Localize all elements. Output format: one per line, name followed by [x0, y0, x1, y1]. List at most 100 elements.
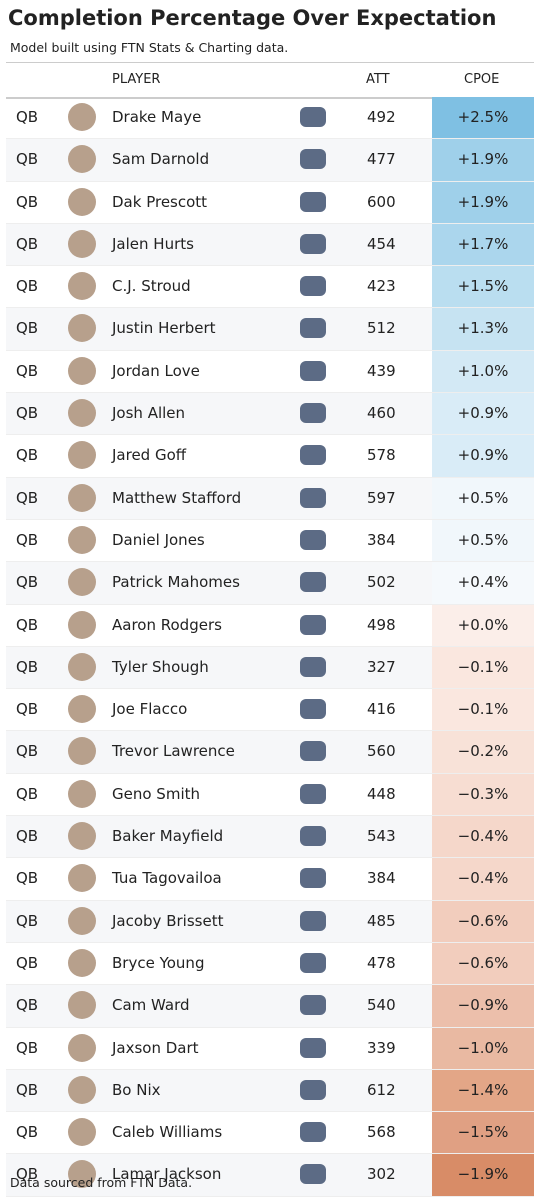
- team-logo: [300, 360, 326, 381]
- cpoe: −1.4%: [432, 1069, 534, 1112]
- table-row: QB Patrick Mahomes 502 +0.4%: [6, 562, 534, 605]
- team-logo: [300, 529, 326, 550]
- team-logo: [300, 318, 326, 339]
- attempts: 498: [367, 615, 396, 634]
- attempts: 327: [367, 657, 396, 676]
- team-logo: [300, 233, 326, 254]
- cpoe: +1.9%: [432, 139, 534, 181]
- headshot: [68, 737, 96, 766]
- position: QB: [16, 911, 39, 930]
- cpoe: −1.0%: [432, 1027, 534, 1069]
- headshot: [68, 314, 96, 343]
- headshot: [68, 1033, 96, 1062]
- team-logo: [300, 403, 326, 424]
- table-row: QB Matthew Stafford 597 +0.5%: [6, 477, 534, 520]
- column-header: ATT: [366, 72, 390, 87]
- position: QB: [16, 869, 39, 888]
- position: QB: [16, 827, 39, 846]
- cpoe: −0.6%: [432, 942, 534, 985]
- headshot: [68, 145, 96, 174]
- position: QB: [16, 742, 39, 761]
- headshot: [68, 441, 96, 470]
- player-name: Lamar Jackson: [112, 1165, 222, 1184]
- table-header: PLAYER ATT CPOE: [6, 62, 534, 99]
- attempts: 477: [367, 150, 396, 169]
- team-logo: [300, 1037, 326, 1058]
- team-logo: [300, 149, 326, 170]
- player-name: Bo Nix: [112, 1080, 161, 1099]
- title: Completion Percentage Over Expectation: [8, 6, 497, 30]
- position: QB: [16, 1165, 39, 1184]
- player-name: Tua Tagovailoa: [112, 869, 222, 888]
- headshot: [68, 864, 96, 893]
- attempts: 512: [367, 319, 396, 338]
- team-logo: [300, 699, 326, 720]
- cpoe: −0.2%: [432, 731, 534, 773]
- headshot: [68, 399, 96, 428]
- team-logo: [300, 1122, 326, 1143]
- headshot: [68, 483, 96, 512]
- team-logo: [300, 868, 326, 889]
- position: QB: [16, 361, 39, 380]
- subtitle: Model built using FTN Stats & Charting d…: [10, 40, 289, 55]
- team-logo: [300, 107, 326, 127]
- team-logo: [300, 1164, 326, 1185]
- cpoe: +2.5%: [432, 97, 534, 139]
- position: QB: [16, 657, 39, 676]
- team-logo: [300, 572, 326, 593]
- team-logo: [300, 783, 326, 804]
- player-name: Sam Darnold: [112, 150, 210, 169]
- position: QB: [16, 319, 39, 338]
- headshot: [68, 187, 96, 216]
- attempts: 485: [367, 911, 396, 930]
- cpoe: +1.3%: [432, 308, 534, 350]
- table-row: QB Daniel Jones 384 +0.5%: [6, 519, 534, 563]
- cpoe: −1.9%: [432, 1154, 534, 1196]
- attempts: 423: [367, 277, 396, 296]
- player-name: Caleb Williams: [112, 1123, 223, 1142]
- team-logo: [300, 826, 326, 847]
- table-row: QB Joe Flacco 416 −0.1%: [6, 689, 534, 732]
- team-logo: [300, 656, 326, 677]
- team-logo: [300, 614, 326, 635]
- team-logo: [300, 1079, 326, 1100]
- player-name: Daniel Jones: [112, 530, 205, 549]
- cpoe: +1.0%: [432, 350, 534, 393]
- attempts: 478: [367, 953, 396, 972]
- position: QB: [16, 953, 39, 972]
- player-name: Jared Goff: [112, 446, 187, 465]
- headshot: [68, 1160, 96, 1189]
- position: QB: [16, 1038, 39, 1057]
- player-name: Trevor Lawrence: [112, 742, 235, 761]
- attempts: 492: [367, 108, 396, 126]
- cpoe: −0.3%: [432, 773, 534, 816]
- cpoe: −0.1%: [432, 646, 534, 689]
- table-row: QB Drake Maye 492 +2.5%: [6, 97, 534, 140]
- table-row: QB Cam Ward 540 −0.9%: [6, 985, 534, 1028]
- position: QB: [16, 615, 39, 634]
- headshot: [68, 695, 96, 724]
- headshot: [68, 525, 96, 554]
- team-logo: [300, 910, 326, 931]
- table-body: QB Drake Maye 492 +2.5% QB Sam Darnold 477 +1.9…: [6, 97, 534, 1197]
- attempts: 540: [367, 996, 396, 1015]
- team-logo: [300, 191, 326, 212]
- table-row: QB Aaron Rodgers 498 +0.0%: [6, 604, 534, 647]
- position: QB: [16, 404, 39, 423]
- table-row: QB Justin Herbert 512 +1.3%: [6, 308, 534, 351]
- player-name: Baker Mayfield: [112, 827, 224, 846]
- player-name: Jordan Love: [112, 361, 200, 380]
- table-row: QB Tyler Shough 327 −0.1%: [6, 646, 534, 690]
- player-name: Bryce Young: [112, 953, 205, 972]
- position: QB: [16, 1123, 39, 1142]
- player-name: Patrick Mahomes: [112, 573, 240, 592]
- headshot: [68, 610, 96, 639]
- player-name: Tyler Shough: [112, 657, 209, 676]
- table-row: QB Jacoby Brissett 485 −0.6%: [6, 900, 534, 943]
- table-row: QB Geno Smith 448 −0.3%: [6, 773, 534, 817]
- cpoe: −0.1%: [432, 689, 534, 731]
- table-row: QB C.J. Stroud 423 +1.5%: [6, 266, 534, 309]
- attempts: 384: [367, 530, 396, 549]
- cpoe: −1.5%: [432, 1112, 534, 1154]
- position: QB: [16, 234, 39, 253]
